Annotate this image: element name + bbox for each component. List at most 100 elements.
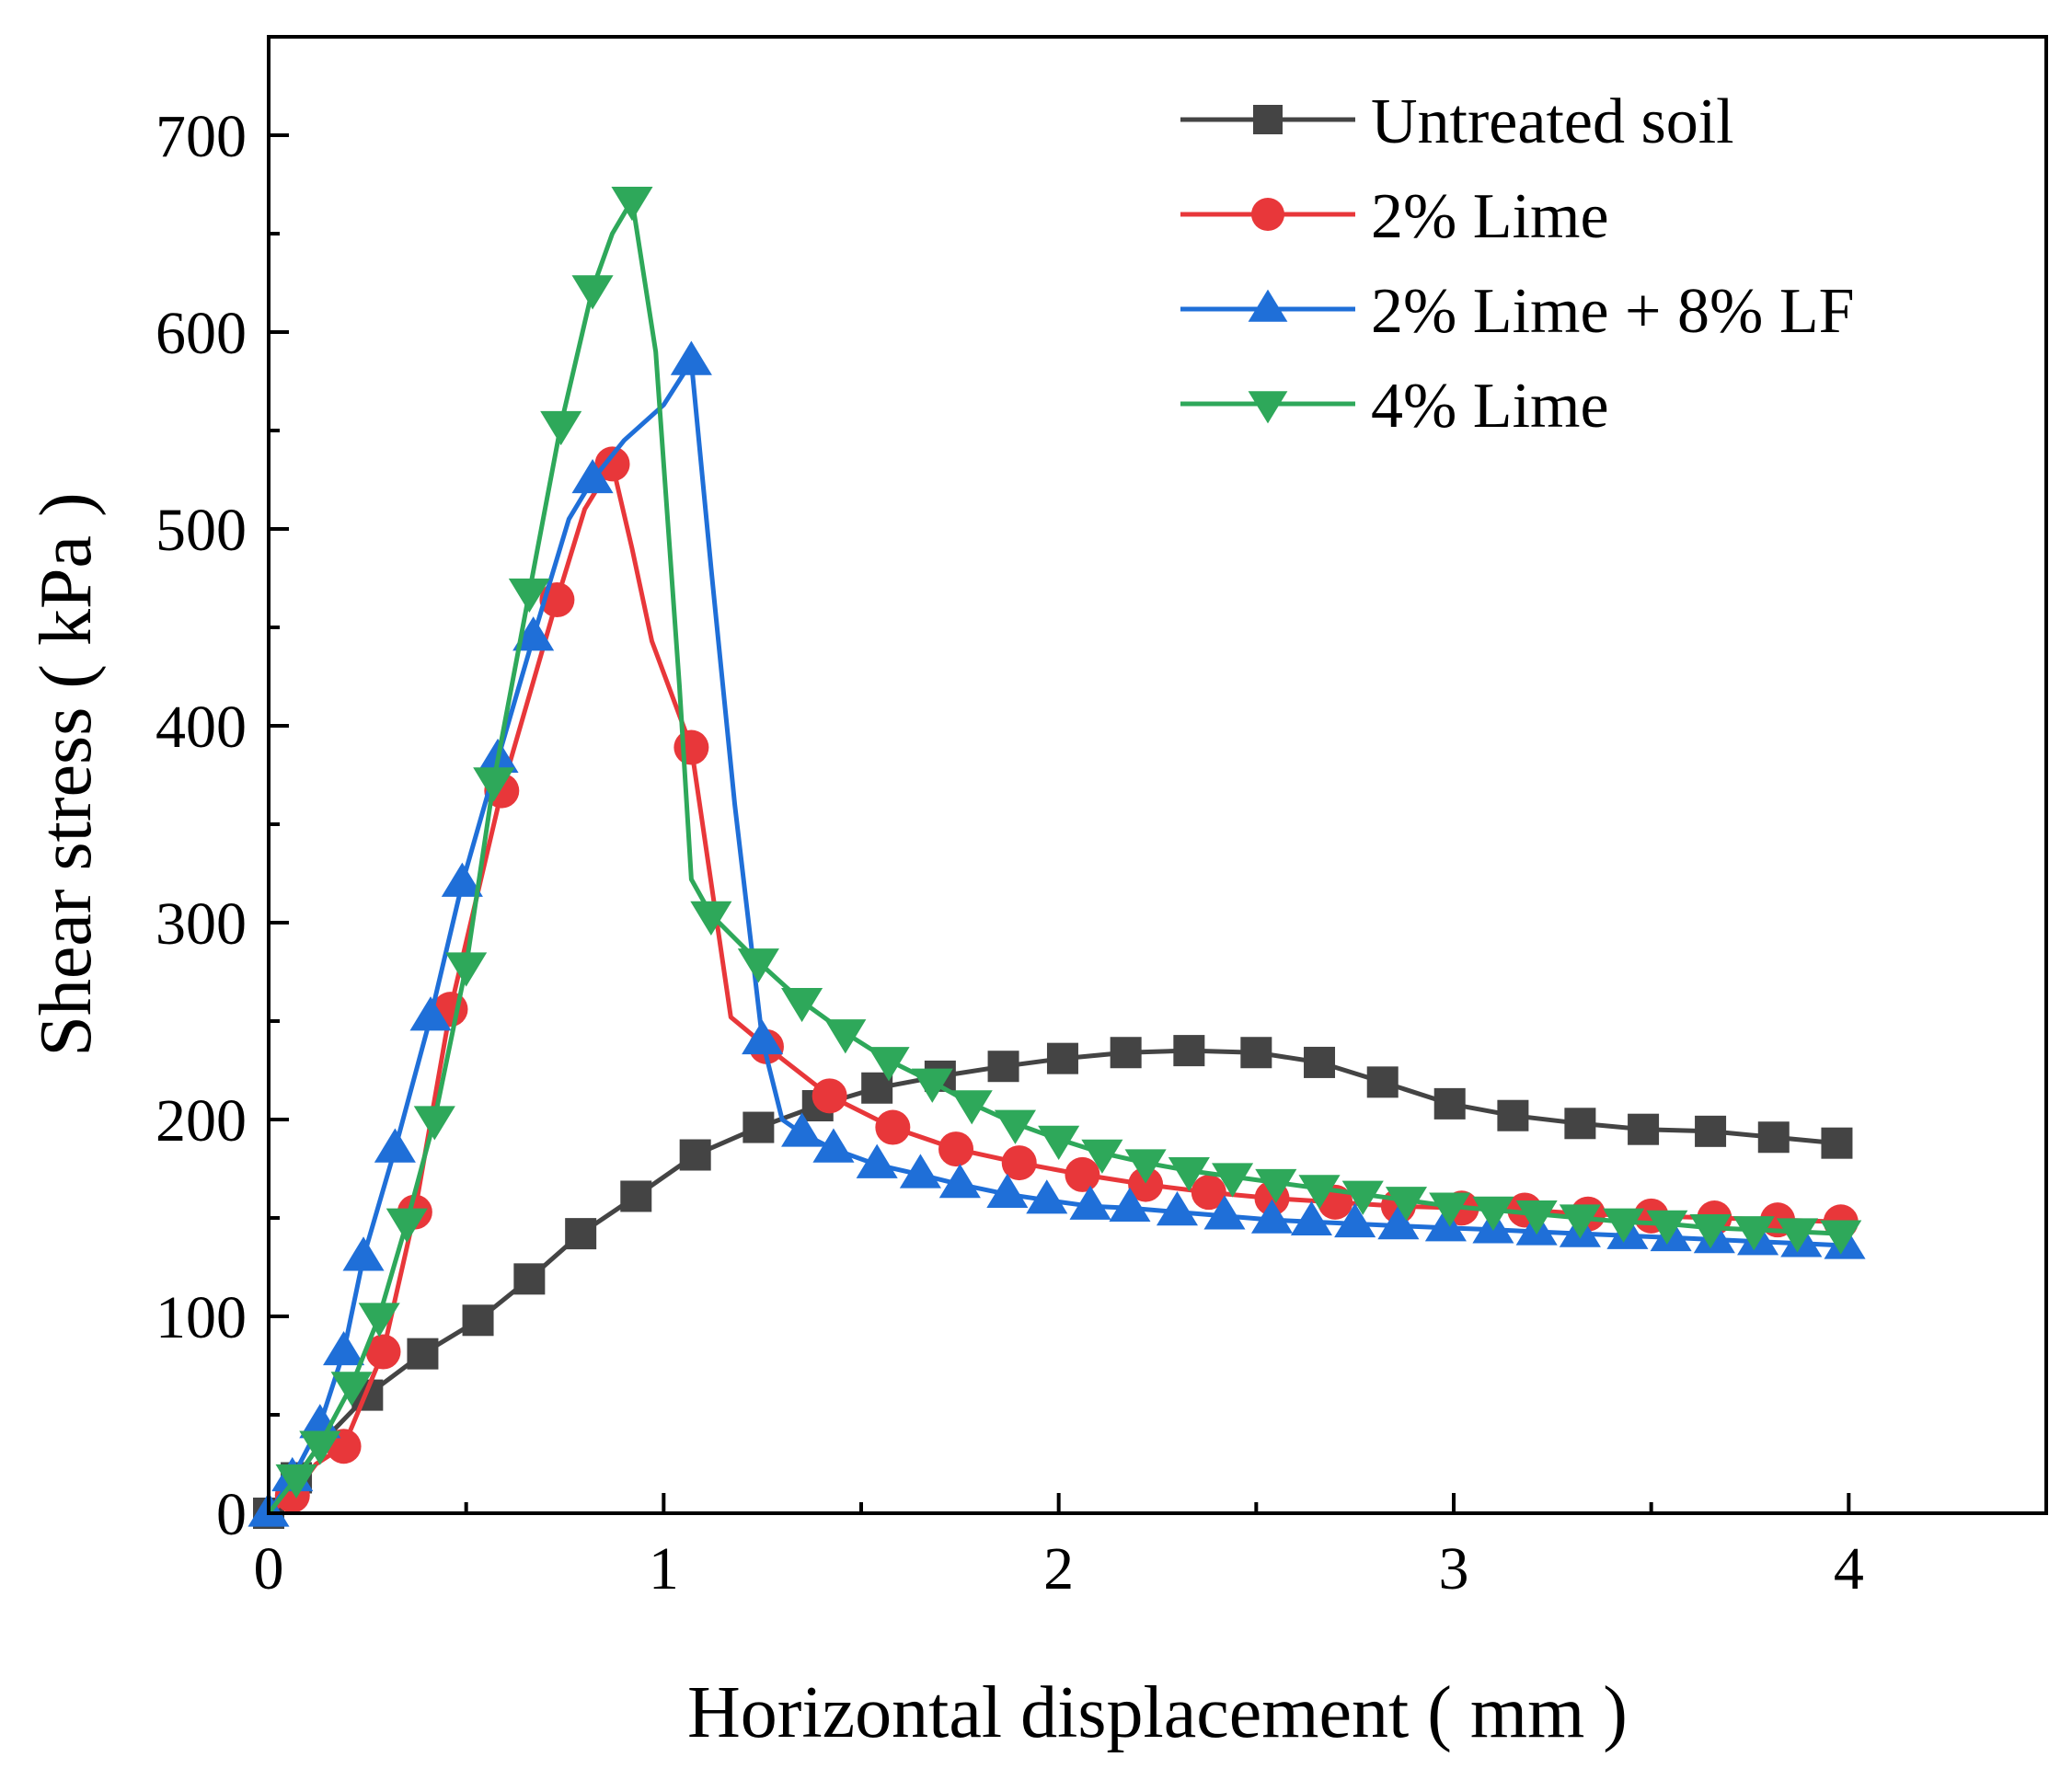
data-point — [1628, 1113, 1660, 1145]
data-point — [512, 616, 555, 651]
data-point — [1377, 1205, 1420, 1240]
data-point — [1069, 1185, 1111, 1220]
data-point — [275, 1464, 317, 1499]
data-point — [1821, 1127, 1853, 1159]
data-point — [1156, 1191, 1199, 1226]
data-point — [1081, 1139, 1123, 1174]
data-point — [911, 1068, 953, 1103]
data-point — [1250, 1199, 1294, 1234]
data-point — [594, 446, 630, 482]
data-point — [473, 767, 515, 802]
data-point — [342, 1236, 385, 1271]
series-layer — [247, 186, 1866, 1529]
data-point — [1212, 1163, 1254, 1198]
legend-marker — [1251, 198, 1284, 231]
y-axis-title: Shear stress ( kPa ) — [26, 492, 107, 1056]
data-point — [299, 1430, 341, 1465]
data-point — [1695, 1115, 1727, 1147]
data-point — [1001, 1145, 1037, 1181]
data-point — [365, 1334, 401, 1370]
data-point — [1046, 1042, 1078, 1074]
data-point — [445, 952, 488, 987]
data-point — [1429, 1192, 1471, 1227]
data-point — [462, 1304, 494, 1337]
legend-label: Untreated soil — [1371, 86, 1734, 157]
data-point — [386, 1208, 428, 1243]
data-point — [413, 1106, 455, 1141]
data-point — [441, 862, 483, 897]
data-point — [1603, 1208, 1645, 1243]
data-point — [1776, 1218, 1819, 1253]
data-point — [1255, 1168, 1297, 1204]
data-point — [987, 1051, 1019, 1083]
data-point — [409, 996, 452, 1031]
data-point — [986, 1173, 1029, 1208]
data-point — [323, 1330, 365, 1366]
data-point — [620, 1180, 652, 1212]
data-point — [1559, 1204, 1601, 1239]
data-point — [1109, 1187, 1151, 1222]
plot-frame — [267, 35, 2048, 1515]
data-point — [950, 1090, 993, 1125]
data-point — [1240, 1037, 1272, 1069]
data-point — [540, 410, 582, 446]
data-point — [1820, 1220, 1862, 1255]
data-point — [781, 1112, 823, 1147]
data-point — [673, 729, 709, 765]
data-point — [1497, 1099, 1529, 1131]
data-point — [670, 340, 712, 375]
data-point — [1203, 1195, 1246, 1230]
y-tick-label: 0 — [216, 1481, 247, 1548]
data-point — [737, 948, 779, 983]
data-point — [571, 275, 614, 310]
data-point — [513, 1263, 546, 1295]
data-point — [812, 1078, 847, 1114]
data-point — [1341, 1180, 1384, 1215]
data-point — [1732, 1216, 1775, 1251]
data-point — [508, 578, 550, 614]
data-point — [1191, 1175, 1226, 1211]
y-tick-label: 600 — [155, 300, 247, 367]
data-point — [938, 1131, 974, 1167]
data-point — [1646, 1210, 1688, 1245]
x-tick-label: 1 — [649, 1535, 679, 1602]
legend-entry: Untreated soil — [1180, 86, 1734, 157]
data-point — [358, 1303, 400, 1338]
data-point — [330, 1372, 373, 1407]
data-point — [611, 186, 653, 222]
data-point — [1026, 1179, 1068, 1214]
data-point — [781, 987, 823, 1023]
data-point — [875, 1109, 911, 1145]
data-point — [856, 1143, 898, 1178]
y-tick-label: 100 — [155, 1284, 247, 1351]
x-axis-title: Horizontal displacement ( mm ) — [687, 1672, 1628, 1753]
data-point — [1564, 1108, 1596, 1140]
x-tick-label: 2 — [1043, 1535, 1074, 1602]
legend-entry: 2% Lime — [1180, 181, 1609, 252]
data-point — [868, 1047, 910, 1082]
data-point — [938, 1164, 981, 1199]
data-point — [1515, 1200, 1558, 1235]
data-point — [824, 1019, 867, 1054]
series-2 — [247, 340, 1866, 1527]
y-tick-label: 400 — [155, 694, 247, 761]
x-tick-label: 0 — [254, 1535, 284, 1602]
y-tick-label: 200 — [155, 1087, 247, 1154]
data-point — [1038, 1125, 1080, 1160]
data-point — [1472, 1196, 1514, 1231]
legend-marker — [1248, 289, 1288, 322]
series-line — [267, 1048, 1837, 1515]
data-point — [1168, 1156, 1210, 1192]
y-tick-label: 300 — [155, 890, 247, 958]
legend-marker — [1253, 105, 1283, 134]
data-point — [812, 1128, 855, 1163]
data-point — [679, 1139, 711, 1171]
data-point — [1385, 1187, 1428, 1222]
y-tick-label: 700 — [155, 103, 247, 170]
data-point — [742, 1111, 775, 1143]
legend-entry: 4% Lime — [1180, 371, 1609, 442]
data-point — [407, 1338, 439, 1370]
data-point — [742, 1019, 784, 1055]
data-point — [374, 1128, 416, 1163]
